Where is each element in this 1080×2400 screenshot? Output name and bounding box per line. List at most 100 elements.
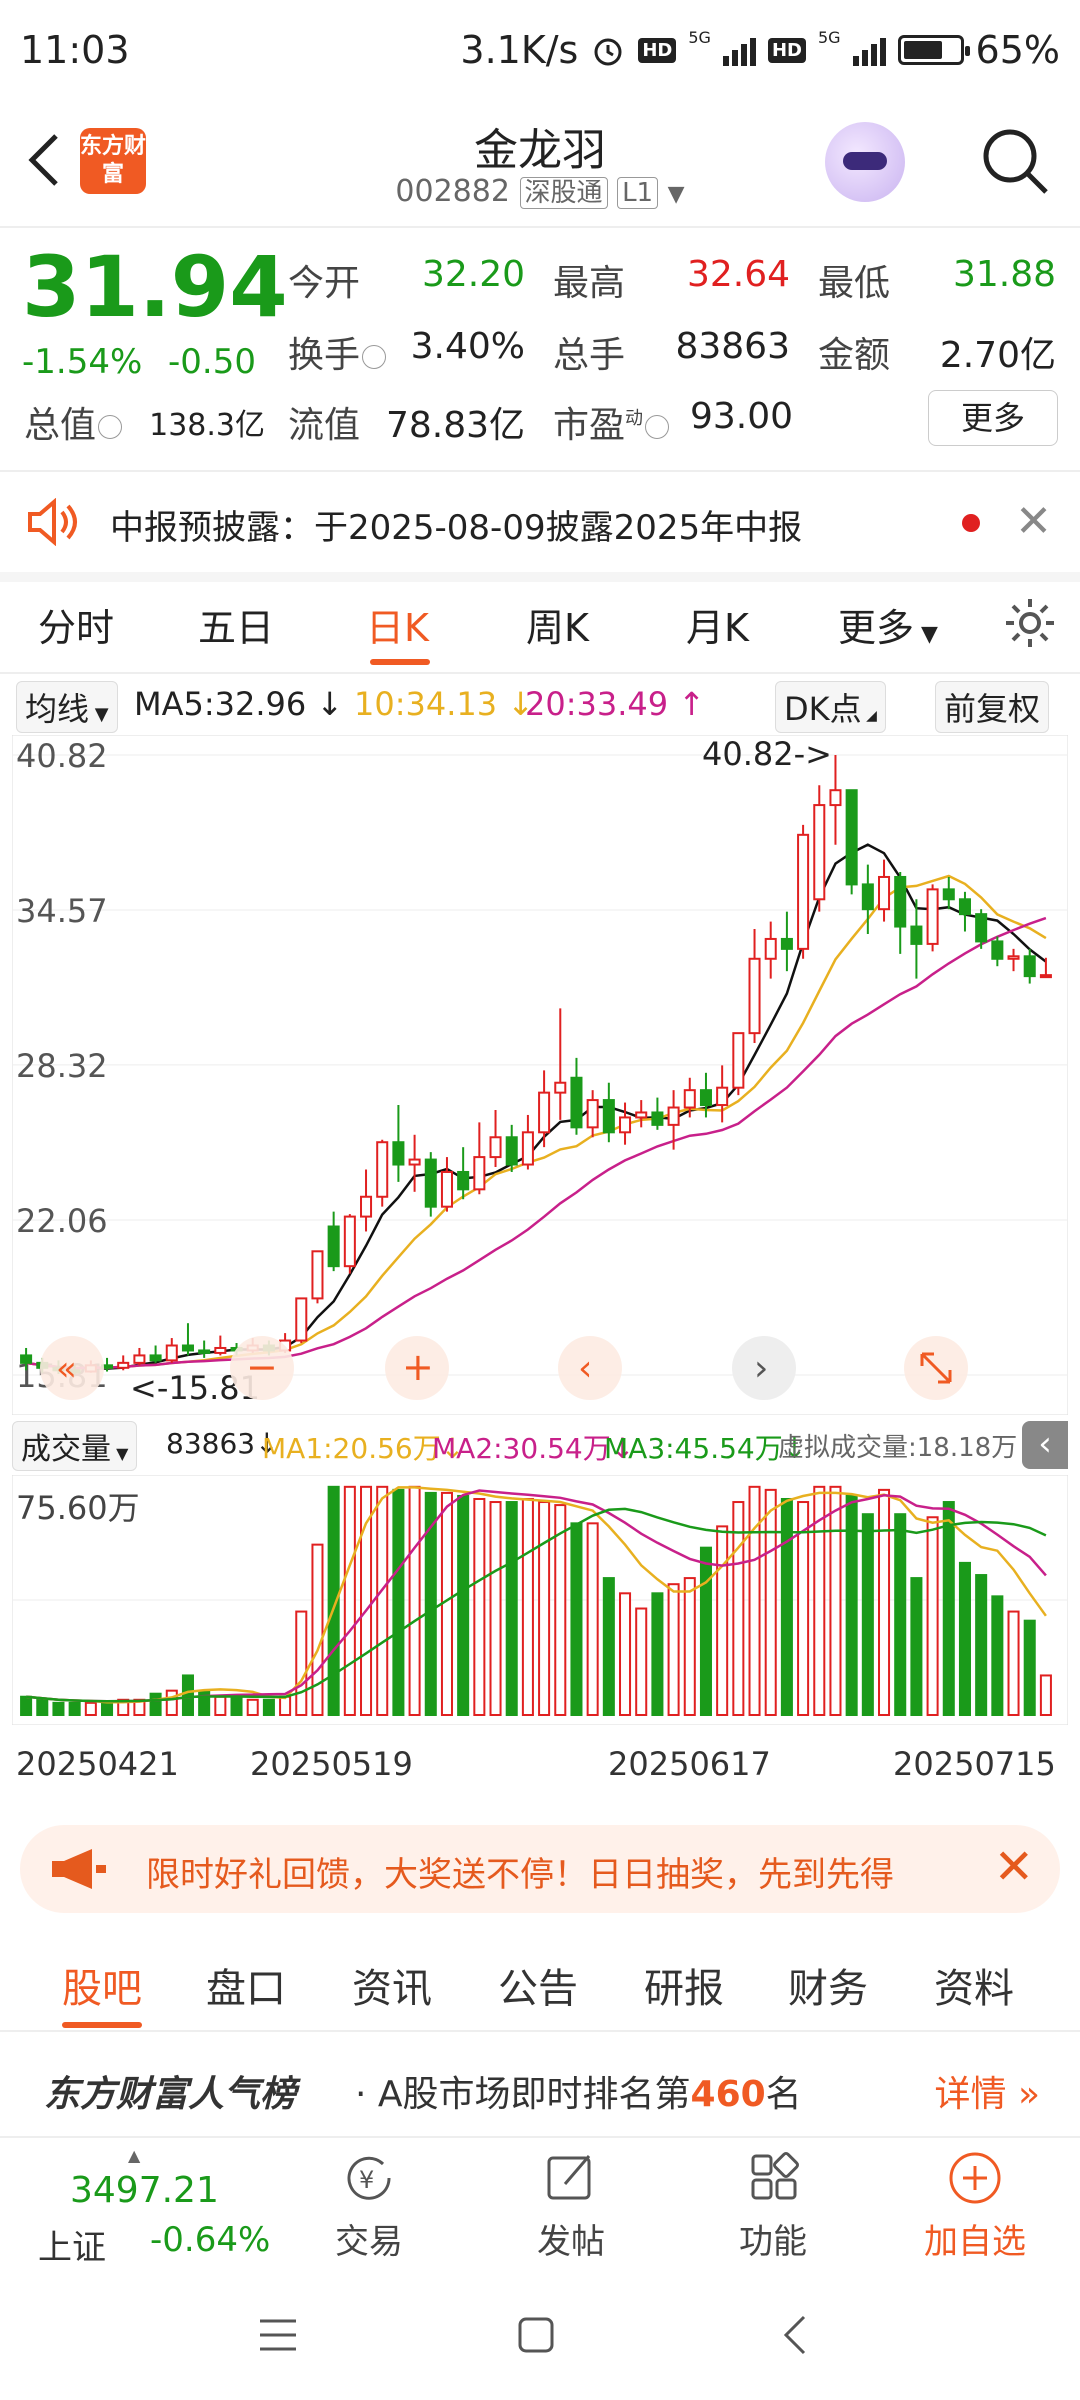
index-value[interactable]: 3497.21 <box>70 2170 219 2211</box>
unread-dot <box>962 514 980 532</box>
chart-controls: « − + ‹ › <box>40 1336 968 1400</box>
pe-value: 93.00 <box>690 396 794 437</box>
prev-button[interactable] <box>558 1336 622 1400</box>
nav-trade[interactable]: ¥ 交易 <box>304 2150 434 2263</box>
candle-body <box>780 937 793 950</box>
volume-bar <box>262 1698 275 1717</box>
nav-function[interactable]: 功能 <box>708 2150 838 2263</box>
tab-five-day[interactable]: 五日 <box>198 606 275 650</box>
signal-icon-2 <box>852 34 886 66</box>
candle-body <box>149 1354 162 1362</box>
rank-detail-link[interactable]: 详情 » <box>934 2074 1040 2115</box>
volume-bar <box>214 1695 227 1716</box>
app-logo[interactable]: 东方财富 <box>80 128 146 194</box>
ma-selector[interactable]: 均线 ▼ <box>16 681 118 733</box>
notice-text[interactable]: 中报预披露：于2025-08-09披露2025年中报 <box>110 508 803 548</box>
volume-bar <box>780 1497 793 1717</box>
open-value: 32.20 <box>421 254 525 295</box>
volume-bar <box>181 1674 194 1717</box>
tab-announcement[interactable]: 公告 <box>498 1966 578 2012</box>
rank-title: 东方财富人气榜 <box>44 2074 297 2115</box>
battery-icon <box>897 35 970 65</box>
candle-body <box>165 1344 178 1362</box>
candle-body <box>440 1170 453 1208</box>
close-icon[interactable]: ✕ <box>1015 496 1052 547</box>
hd-icon-2: HD <box>767 37 806 63</box>
tab-intraday[interactable]: 分时 <box>38 606 115 650</box>
zoom-left-button[interactable] <box>40 1336 104 1400</box>
dropdown-arrow-icon[interactable]: ▼ <box>667 182 685 207</box>
turnover-label: 换手 <box>288 326 387 378</box>
candle-body <box>586 1099 599 1129</box>
change-amount: -0.50 <box>168 342 256 382</box>
volume-bar <box>424 1491 437 1717</box>
pe-label: 市盈动 <box>553 396 670 448</box>
adjust-button[interactable]: 前复权 <box>935 681 1050 733</box>
volume-bar <box>748 1485 761 1717</box>
candle-body <box>538 1091 551 1134</box>
tab-daily-k[interactable]: 日K <box>366 606 429 650</box>
volume-bar <box>586 1522 599 1717</box>
tab-guba[interactable]: 股吧 <box>62 1966 142 2012</box>
candle-body <box>198 1349 211 1354</box>
close-icon[interactable]: ✕ <box>993 1839 1034 1895</box>
megaphone-icon <box>52 1849 106 1889</box>
candle-body <box>1007 955 1020 960</box>
bottom-nav: ▲ 3497.21 上证 -0.64% ¥ 交易 发帖 功能 加自选 <box>0 2140 1080 2270</box>
home-icon[interactable] <box>516 2315 556 2355</box>
candle-body <box>505 1136 518 1166</box>
volume-bar <box>52 1701 65 1717</box>
gear-icon[interactable] <box>1002 595 1058 651</box>
volume-bar <box>84 1701 97 1717</box>
volume-bar <box>327 1485 340 1717</box>
volume-bar <box>36 1698 49 1717</box>
index-change[interactable]: -0.64% <box>150 2220 271 2260</box>
volume-bar <box>991 1595 1004 1716</box>
dk-point-button[interactable]: DK点 ◢ <box>775 681 886 733</box>
back-icon[interactable] <box>780 2313 810 2357</box>
tab-news[interactable]: 资讯 <box>352 1966 432 2012</box>
tab-finance[interactable]: 财务 <box>788 1966 868 2012</box>
date-axis: 20250421 20250519 20250617 20250715 <box>0 1745 1080 1785</box>
candle-body <box>408 1158 421 1166</box>
candle-body <box>926 888 939 945</box>
volume-bar <box>198 1689 211 1717</box>
level-tag: L1 <box>617 177 659 209</box>
popularity-rank[interactable]: 东方财富人气榜 · A股市场即时排名第460名 详情 » <box>0 2035 1080 2135</box>
robot-avatar[interactable] <box>825 122 905 202</box>
tab-monthly-k[interactable]: 月K <box>686 606 749 650</box>
candle-body <box>829 789 842 807</box>
tab-profile[interactable]: 资料 <box>934 1966 1014 2012</box>
menu-icon[interactable] <box>256 2315 300 2355</box>
volume-chart[interactable]: 75.60万 <box>12 1475 1068 1725</box>
nav-add-watchlist[interactable]: 加自选 <box>910 2150 1040 2263</box>
chart-tabs: 分时 五日 日K 周K 月K 更多 ▼ <box>0 575 1080 670</box>
candle-body <box>570 1076 583 1129</box>
tab-pankou[interactable]: 盘口 <box>206 1966 286 2012</box>
zoom-in-button[interactable] <box>385 1336 449 1400</box>
divider <box>0 672 1080 674</box>
nav-post[interactable]: 发帖 <box>506 2150 636 2263</box>
promo-text[interactable]: 限时好礼回馈，大奖送不停！日日抽奖，先到先得 <box>146 1855 894 1895</box>
candle-body <box>878 875 891 911</box>
tab-research[interactable]: 研报 <box>644 1966 724 2012</box>
back-arrow-icon[interactable] <box>24 130 64 190</box>
promo-banner[interactable]: 限时好礼回馈，大奖送不停！日日抽奖，先到先得 ✕ <box>20 1825 1060 1913</box>
volume-selector[interactable]: 成交量 ▼ <box>12 1421 138 1471</box>
tab-weekly-k[interactable]: 周K <box>526 606 589 650</box>
next-button[interactable] <box>732 1336 796 1400</box>
collapse-panel-button[interactable]: ‹ <box>1022 1421 1068 1469</box>
search-icon[interactable] <box>980 126 1050 196</box>
plus-icon: + <box>402 1345 434 1389</box>
index-name[interactable]: 上证 <box>38 2228 106 2268</box>
volume-bar <box>117 1698 130 1717</box>
volume-bar <box>376 1485 389 1717</box>
volume-bar <box>651 1592 664 1716</box>
trade-icon: ¥ <box>347 2156 391 2200</box>
zoom-out-button[interactable] <box>230 1336 294 1400</box>
more-quote-button[interactable]: 更多 <box>928 390 1058 446</box>
notice-bar[interactable]: 中报预披露：于2025-08-09披露2025年中报 ✕ <box>0 470 1080 570</box>
tab-more[interactable]: 更多 ▼ <box>838 606 938 650</box>
volume-bar <box>570 1522 583 1717</box>
